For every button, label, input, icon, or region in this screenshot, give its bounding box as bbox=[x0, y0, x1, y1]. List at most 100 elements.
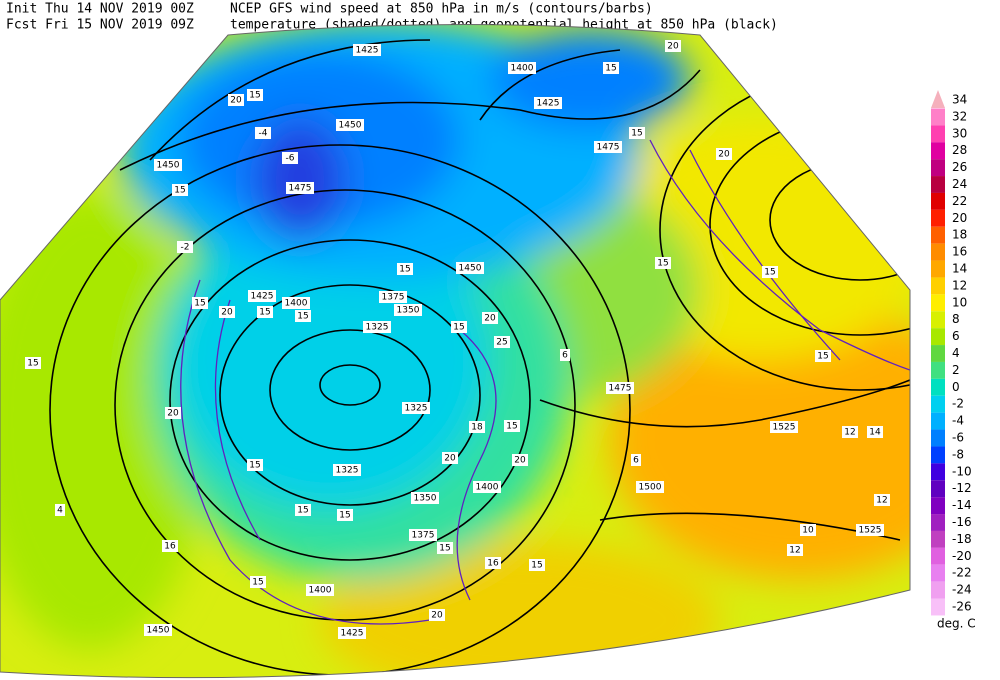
legend-label: 22 bbox=[952, 194, 967, 208]
legend-swatch bbox=[931, 547, 945, 565]
label-box bbox=[144, 624, 172, 636]
height-label: 1450 bbox=[339, 121, 362, 131]
label-box bbox=[165, 407, 181, 419]
legend-label: 16 bbox=[952, 245, 967, 259]
label-box bbox=[473, 481, 501, 493]
wind-label: 20 bbox=[667, 42, 679, 52]
wind-label: 20 bbox=[431, 611, 443, 621]
wind-label: 20 bbox=[230, 96, 242, 106]
wind-label: 15 bbox=[339, 511, 350, 521]
legend-label: -14 bbox=[952, 498, 972, 512]
wind-label: 15 bbox=[174, 186, 185, 196]
wind-label: 15 bbox=[764, 268, 775, 278]
label-box bbox=[55, 504, 65, 516]
label-box bbox=[606, 382, 634, 394]
wind-label: 15 bbox=[27, 359, 38, 369]
label-box bbox=[787, 544, 803, 556]
label-box bbox=[429, 609, 445, 621]
temperature-label: 12 bbox=[844, 428, 855, 438]
legend-label: -8 bbox=[952, 447, 964, 461]
label-box bbox=[286, 182, 314, 194]
legend-swatch bbox=[931, 463, 945, 481]
wind-label: 15 bbox=[194, 299, 205, 309]
temperature-label: -2 bbox=[181, 243, 190, 253]
legend-swatch bbox=[931, 429, 945, 447]
label-box bbox=[409, 529, 437, 541]
wind-label: 15 bbox=[439, 544, 450, 554]
wind-label: 20 bbox=[167, 409, 179, 419]
label-box bbox=[282, 297, 310, 309]
legend-label: -26 bbox=[952, 600, 972, 614]
label-box bbox=[603, 62, 619, 74]
label-box bbox=[529, 559, 545, 571]
wind-label: 15 bbox=[531, 561, 542, 571]
wind-label: 16 bbox=[487, 559, 499, 569]
legend-swatch bbox=[931, 581, 945, 599]
legend-swatch bbox=[931, 564, 945, 582]
forecast-time: Fcst Fri 15 NOV 2019 09Z bbox=[6, 18, 194, 33]
wind-label: 15 bbox=[249, 461, 260, 471]
legend-label: 32 bbox=[952, 109, 967, 123]
label-box bbox=[337, 509, 353, 521]
legend-label: -2 bbox=[952, 397, 964, 411]
wind-label: 15 bbox=[249, 91, 260, 101]
legend-swatch bbox=[931, 209, 945, 227]
label-box bbox=[192, 297, 208, 309]
height-label: 1400 bbox=[476, 483, 499, 493]
label-box bbox=[25, 357, 41, 369]
legend-label: -20 bbox=[952, 549, 972, 563]
height-label: 1500 bbox=[639, 483, 662, 493]
label-box bbox=[655, 257, 671, 269]
wind-label: 15 bbox=[453, 323, 464, 333]
wind-label: 20 bbox=[221, 308, 233, 318]
legend-label: -18 bbox=[952, 532, 972, 546]
height-label: 1475 bbox=[597, 143, 620, 153]
height-label: 1425 bbox=[251, 292, 274, 302]
legend-swatch bbox=[931, 294, 945, 312]
wind-label: 15 bbox=[259, 308, 270, 318]
wind-label: 15 bbox=[506, 422, 517, 432]
label-box bbox=[336, 119, 364, 131]
legend-label: 0 bbox=[952, 380, 960, 394]
legend-label: 28 bbox=[952, 143, 967, 157]
legend-label: 18 bbox=[952, 228, 967, 242]
temperature-label: -6 bbox=[286, 154, 295, 164]
legend-label: -24 bbox=[952, 583, 972, 597]
label-box bbox=[353, 44, 381, 56]
label-box bbox=[800, 524, 816, 536]
height-label: 1450 bbox=[459, 264, 482, 274]
legend-swatch bbox=[931, 142, 945, 160]
wind-label: 15 bbox=[817, 352, 828, 362]
height-label: 1350 bbox=[414, 494, 437, 504]
label-box bbox=[482, 312, 498, 324]
temperature-label: -4 bbox=[259, 129, 268, 139]
label-box bbox=[508, 62, 536, 74]
label-box bbox=[856, 524, 884, 536]
legend-label: -4 bbox=[952, 414, 964, 428]
legend-label: 8 bbox=[952, 312, 960, 326]
wind-label: 15 bbox=[657, 259, 668, 269]
label-box bbox=[250, 576, 266, 588]
wind-label: 15 bbox=[605, 64, 616, 74]
wind-label: 20 bbox=[718, 150, 730, 160]
height-label: 1525 bbox=[773, 423, 796, 433]
wind-label: 15 bbox=[399, 265, 410, 275]
label-box bbox=[306, 584, 334, 596]
label-box bbox=[874, 494, 890, 506]
height-label: 1375 bbox=[382, 293, 405, 303]
label-box bbox=[402, 402, 430, 414]
legend-swatch bbox=[931, 378, 945, 396]
height-label: 1450 bbox=[157, 161, 180, 171]
height-label: 1325 bbox=[336, 466, 359, 476]
legend-swatch bbox=[931, 159, 945, 177]
title-line: NCEP GFS wind speed at 850 hPa in m/s (c… bbox=[230, 2, 653, 17]
legend-label: 4 bbox=[952, 346, 960, 360]
label-box bbox=[248, 290, 276, 302]
height-label: 1400 bbox=[511, 64, 534, 74]
label-box bbox=[363, 321, 391, 333]
legend-swatch bbox=[931, 192, 945, 210]
legend-swatch bbox=[931, 446, 945, 464]
legend-swatch bbox=[931, 395, 945, 413]
legend-swatch bbox=[931, 530, 945, 548]
